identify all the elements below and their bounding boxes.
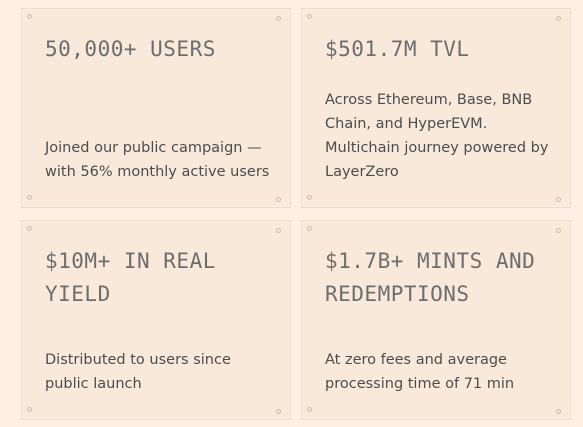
stat-card-yield: $10M+ IN REAL YIELD Distributed to users… <box>21 220 291 420</box>
stat-headline: 50,000+ USERS <box>45 37 216 61</box>
stat-card-mints: $1.7B+ MINTS AND REDEMPTIONS At zero fee… <box>301 220 571 420</box>
stat-description: Across Ethereum, Base, BNB Chain, and Hy… <box>325 92 549 180</box>
corner-dot-icon <box>27 14 32 19</box>
corner-dot-icon <box>276 16 281 21</box>
corner-dot-icon <box>556 197 561 202</box>
stat-card-users: 50,000+ USERS Joined our public campaign… <box>21 8 291 208</box>
corner-dot-icon <box>307 14 312 19</box>
stat-description: Distributed to users since public launch <box>45 352 231 392</box>
stat-description: Joined our public campaign — with 56% mo… <box>45 140 270 180</box>
corner-dot-icon <box>307 226 312 231</box>
corner-dot-icon <box>27 407 32 412</box>
corner-dot-icon <box>556 409 561 414</box>
stat-card-tvl: $501.7M TVL Across Ethereum, Base, BNB C… <box>301 8 571 208</box>
corner-dot-icon <box>307 195 312 200</box>
corner-dot-icon <box>276 409 281 414</box>
corner-dot-icon <box>27 226 32 231</box>
stat-headline: $10M+ IN REAL YIELD <box>45 249 216 306</box>
corner-dot-icon <box>276 228 281 233</box>
corner-dot-icon <box>556 228 561 233</box>
corner-dot-icon <box>307 407 312 412</box>
corner-dot-icon <box>27 195 32 200</box>
corner-dot-icon <box>276 197 281 202</box>
stat-headline: $1.7B+ MINTS AND REDEMPTIONS <box>325 249 536 306</box>
corner-dot-icon <box>556 16 561 21</box>
stat-headline: $501.7M TVL <box>325 37 470 61</box>
stat-description: At zero fees and average processing time… <box>325 352 515 392</box>
